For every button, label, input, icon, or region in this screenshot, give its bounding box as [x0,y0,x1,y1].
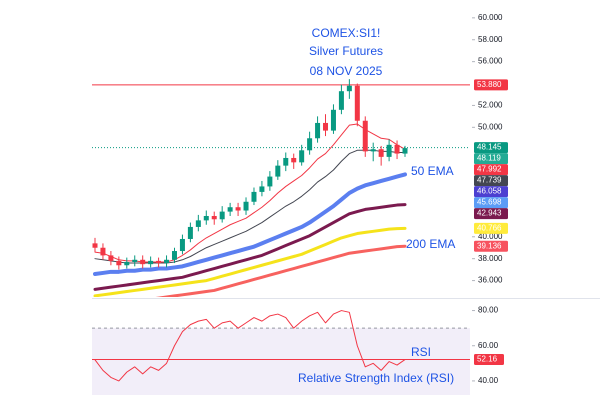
y-tick-label: 58.000 [478,35,503,44]
candle-body [354,85,360,121]
line [93,172,407,277]
ema-label: 200 EMA [406,237,455,251]
candle-body [291,157,297,163]
candle-body [140,259,146,265]
candle-body [299,150,305,163]
price-badge-label: 47.992 [477,165,502,174]
price-badge-label: 40.766 [477,224,502,233]
price-badge [474,175,508,187]
y-tick-label: 40.00 [478,376,499,385]
candle-body [156,260,162,264]
candle-body [307,138,313,151]
candle-body [92,243,98,248]
line [94,310,406,382]
rsi-badge [474,354,504,366]
price-badge [474,197,508,209]
candle-body [267,176,273,187]
candle-body [378,149,384,157]
candle-body [243,201,249,211]
y-tick-label: 50.000 [478,122,503,131]
candle-body [370,149,376,152]
price-panel [92,79,470,297]
y-tick-label: 60.00 [478,341,499,350]
candle-body [132,259,138,262]
price-badge [474,240,508,252]
candle-body [315,122,321,139]
price-badge [474,186,508,198]
line [93,226,407,297]
y-tick-label: 40.000 [478,232,503,241]
candle-body [251,191,257,202]
candle-body [195,220,201,227]
candle-body [283,157,289,166]
candle-body [275,165,281,177]
y-tick-label: 36.000 [478,276,503,285]
candle-body [219,211,225,220]
y-tick-label: 38.000 [478,254,503,263]
price-badge-label: 42.943 [477,209,502,218]
candle-body [394,144,400,154]
price-badge [474,153,508,165]
candle-body [259,186,265,192]
rsi-band [92,328,470,395]
candle-body [100,247,106,256]
candle-body [164,259,170,264]
candle-body [116,260,122,266]
line [155,244,407,297]
price-badge-label: 39.136 [477,241,502,250]
candle-body [203,215,209,221]
price-badge-label: 53.880 [477,80,502,89]
line [94,123,406,263]
candle-body [227,207,233,212]
line [94,149,406,264]
candle-body [402,148,408,154]
candle-body [124,261,130,266]
price-badge [474,208,508,220]
y-tick-label: 80.00 [478,306,499,315]
price-badge-label: 48.145 [477,143,502,152]
chart-date: 08 NOV 2025 [310,64,383,78]
candle-body [179,238,185,252]
candle-body [362,120,368,152]
candle-body [338,91,344,110]
rsi-panel [92,310,470,395]
candle-body [323,122,329,131]
rsi-badge-label: 52.16 [477,355,498,364]
candle-body [211,215,217,220]
price-badge-label: 45.698 [477,198,502,207]
chart-subtitle: Silver Futures [309,44,383,58]
price-badge [474,164,508,176]
price-badge [474,79,508,91]
price-badge-label: 48.119 [477,154,501,163]
line [93,203,407,291]
price-badge-label: 47.739 [477,176,502,185]
candle-body [346,85,352,92]
rsi-name: Relative Strength Index (RSI) [298,371,454,385]
candle-body [386,144,392,157]
rsi-label: RSI [411,345,431,359]
y-tick-label: 60.000 [478,13,503,22]
y-tick-label: 52.000 [478,101,503,110]
y-tick-label: 56.000 [478,57,503,66]
candle-body [148,260,154,265]
ema-label: 50 EMA [411,164,454,178]
annotations: COMEX:SI1! Silver Futures 08 NOV 2025 50… [298,26,455,385]
chart-title: COMEX:SI1! [312,26,381,40]
price-badge [474,222,508,234]
candle-body [171,251,177,260]
candle-body [330,109,336,131]
candle-body [235,207,241,211]
price-axis: 60.000 58.000 56.000 52.000 50.000 40.000 38.0… [472,13,508,385]
candle-body [108,255,114,261]
candle-body [187,226,193,239]
price-badge-label: 46.058 [477,187,502,196]
price-badge [474,142,508,154]
